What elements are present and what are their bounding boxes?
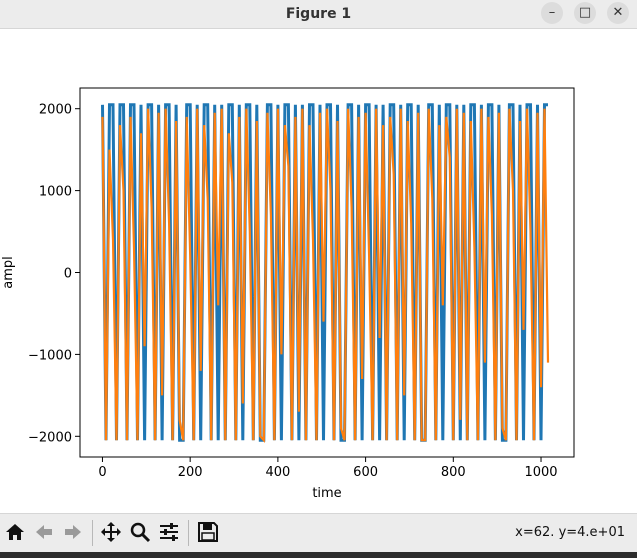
- x-tick-label: 800: [441, 465, 466, 480]
- sliders-icon: [160, 523, 178, 541]
- maximize-button[interactable]: □: [574, 2, 596, 24]
- floppy-disk-icon: [198, 522, 218, 542]
- minimize-button[interactable]: –: [541, 2, 563, 24]
- x-tick-label: 600: [353, 465, 378, 480]
- x-tick-label: 200: [178, 465, 203, 480]
- x-tick-label: 0: [98, 465, 106, 480]
- home-icon: [6, 524, 24, 540]
- y-axis-label: ampl: [1, 256, 16, 289]
- arrow-left-icon: [36, 525, 52, 539]
- x-tick-label: 1000: [524, 465, 557, 480]
- close-button[interactable]: ✕: [607, 2, 629, 24]
- series-line-2: [101, 108, 550, 444]
- toolbar-separator: [92, 520, 93, 546]
- magnifier-icon: [130, 522, 151, 543]
- toolbar-separator: [188, 520, 189, 546]
- save-button[interactable]: [195, 518, 221, 546]
- figure-canvas[interactable]: 0 200 400 600 800 1000 −2000 −1000 0 1000 2000 time…: [0, 29, 637, 513]
- cursor-coordinates: x=62. y=4.e+01: [515, 525, 625, 540]
- y-tick-label: 0: [64, 267, 72, 282]
- plot-axes: 0 200 400 600 800 1000 −2000 −1000 0 1000 2000 time…: [1, 87, 575, 501]
- x-axis-label: time: [312, 486, 341, 501]
- navigation-toolbar: x=62. y=4.e+01: [0, 513, 637, 553]
- forward-button[interactable]: [60, 518, 86, 546]
- y-tick-label: −2000: [28, 430, 72, 445]
- configure-subplots-button[interactable]: [156, 518, 182, 546]
- back-button[interactable]: [31, 518, 57, 546]
- x-tick-label: 400: [265, 465, 290, 480]
- move-icon: [101, 522, 121, 542]
- y-tick-label: −1000: [28, 348, 72, 363]
- pan-button[interactable]: [98, 518, 124, 546]
- y-tick-label: 2000: [39, 103, 72, 118]
- home-button[interactable]: [2, 518, 28, 546]
- bottom-edge: [0, 552, 637, 558]
- window-title: Figure 1: [285, 6, 352, 22]
- title-bar: Figure 1 – □ ✕: [0, 0, 637, 29]
- zoom-button[interactable]: [127, 518, 153, 546]
- y-tick-label: 1000: [39, 185, 72, 200]
- arrow-right-icon: [65, 525, 81, 539]
